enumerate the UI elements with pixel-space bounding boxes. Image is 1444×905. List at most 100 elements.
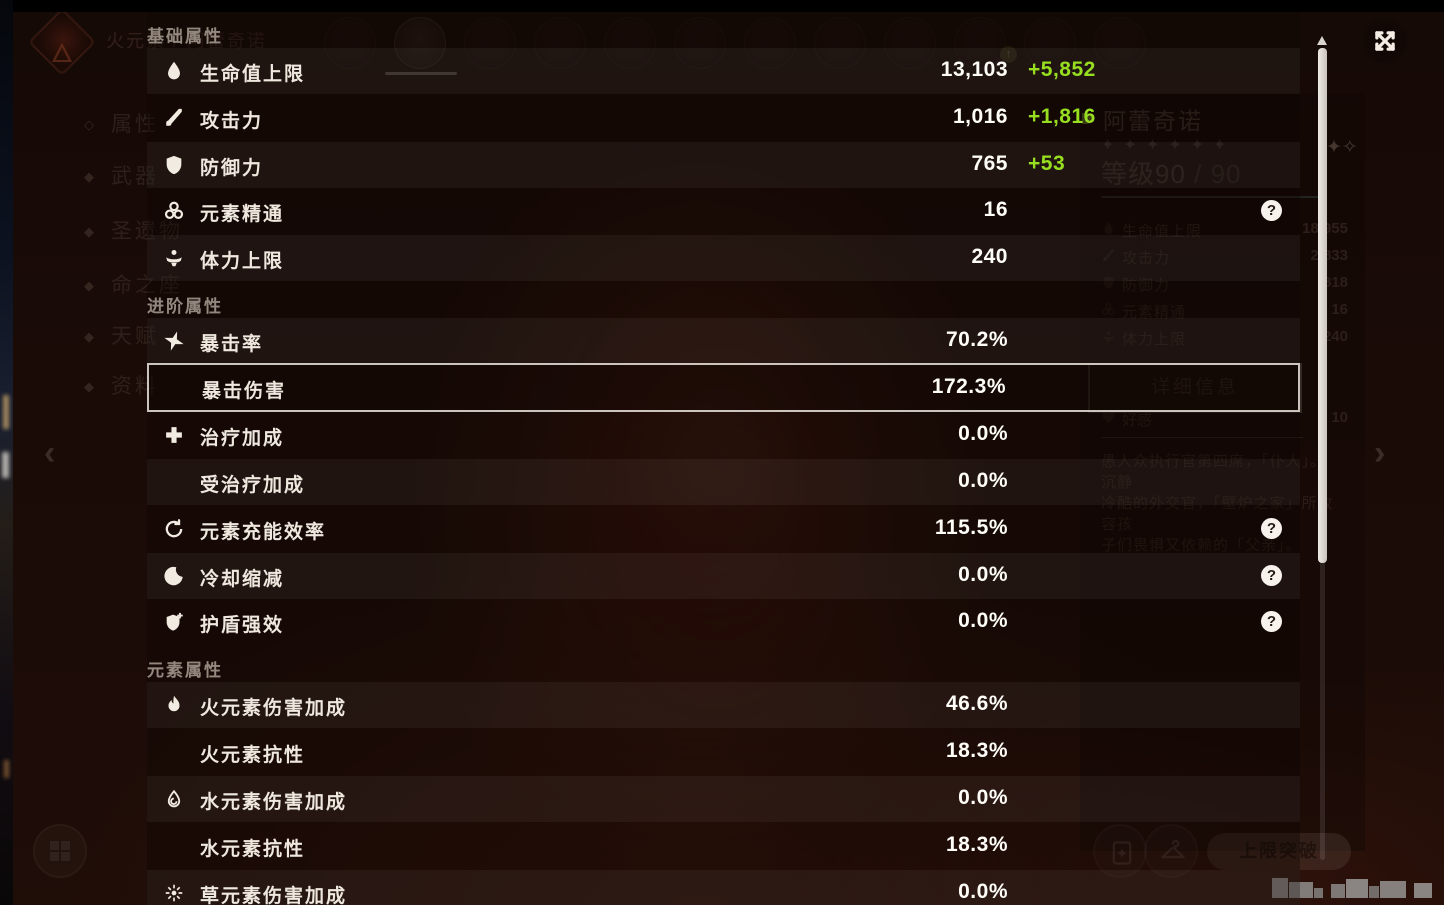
stat-value: 765: [971, 152, 1008, 175]
uid-censored-block: [1314, 888, 1323, 898]
stat-row[interactable]: 受治疗加成 0.0%: [147, 459, 1300, 505]
stat-label: 元素精通: [200, 204, 285, 225]
pyro-flame-icon: 🜂: [50, 38, 74, 68]
stat-value: 172.3%: [931, 375, 1006, 398]
uid-censored-block: [1324, 894, 1330, 898]
stat-value: 0.0%: [958, 609, 1008, 632]
stat-label: 水元素抗性: [200, 839, 306, 860]
prev-character-chevron[interactable]: ‹: [44, 434, 56, 472]
stat-value: 0.0%: [958, 786, 1008, 809]
friendship-value: 10: [1331, 409, 1348, 426]
stat-row[interactable]: 冷却缩减 0.0%?: [147, 553, 1300, 599]
mini-stat-value: 2,833: [1310, 247, 1348, 264]
energy-recharge-icon: [163, 518, 185, 540]
diamond-bullet-icon: ◆: [84, 224, 97, 239]
stat-label: 护盾强效: [200, 615, 285, 636]
em-icon: [163, 200, 185, 222]
stat-value: 70.2%: [945, 328, 1008, 351]
stat-label: 攻击力: [200, 111, 264, 132]
stat-bonus-value: +1,816: [1028, 105, 1096, 128]
stat-value: 240: [971, 245, 1008, 268]
stat-row[interactable]: 元素精通 16?: [147, 188, 1300, 234]
uid-censored-block: [1407, 892, 1413, 898]
crit-rate-icon: [163, 330, 185, 352]
stat-value: 18.3%: [945, 833, 1008, 856]
hydro-icon: [163, 788, 185, 810]
stat-row[interactable]: 火元素抗性 18.3%: [147, 729, 1300, 775]
stat-label: 防御力: [200, 158, 264, 179]
stat-value: 1,016: [952, 105, 1008, 128]
mini-stat-value: 16: [1331, 301, 1348, 318]
stat-label: 水元素伤害加成: [200, 792, 348, 813]
uid-censored-block: [1331, 884, 1345, 898]
uid-censored-block: [1414, 883, 1432, 898]
close-button[interactable]: [1362, 18, 1408, 64]
stat-row[interactable]: 暴击率 70.2%: [147, 318, 1300, 364]
dendro-icon: [163, 882, 185, 904]
atk-icon: [163, 107, 185, 129]
section-title: 基础属性: [147, 27, 223, 46]
stat-row[interactable]: 攻击力 1,016 +1,816: [147, 95, 1300, 141]
stat-value: 0.0%: [958, 469, 1008, 492]
section-title: 进阶属性: [147, 297, 223, 316]
stat-value: 115.5%: [934, 516, 1008, 539]
hp-icon: [163, 60, 185, 82]
stat-row[interactable]: 防御力 765 +53: [147, 142, 1300, 188]
stat-label: 受治疗加成: [200, 475, 306, 496]
stat-row[interactable]: 治疗加成 0.0%: [147, 412, 1300, 458]
uid-censored-block: [1369, 886, 1379, 898]
help-icon[interactable]: ?: [1261, 565, 1282, 586]
stat-value: 0.0%: [958, 880, 1008, 903]
scrollbar-thumb[interactable]: [1318, 48, 1327, 563]
world-light: [4, 760, 9, 778]
help-icon[interactable]: ?: [1261, 518, 1282, 539]
top-letterbox-bar: [0, 0, 1444, 12]
healing-icon: [163, 424, 185, 446]
scrollbar-up-arrow[interactable]: [1317, 36, 1327, 45]
stat-label: 火元素抗性: [200, 745, 306, 766]
stat-label: 生命值上限: [200, 64, 306, 85]
diamond-bullet-icon: ◆: [84, 169, 97, 184]
stat-value: 0.0%: [958, 563, 1008, 586]
world-light: [3, 395, 9, 429]
party-setup-button[interactable]: [33, 824, 87, 878]
stat-label: 治疗加成: [200, 428, 285, 449]
next-character-chevron[interactable]: ›: [1374, 434, 1386, 472]
stat-row[interactable]: 草元素伤害加成 0.0%: [147, 870, 1300, 905]
stat-label: 元素充能效率: [200, 522, 327, 543]
diamond-bullet-icon: ◆: [84, 278, 97, 293]
help-icon[interactable]: ?: [1261, 611, 1282, 632]
help-icon[interactable]: ?: [1261, 200, 1282, 221]
stat-row[interactable]: 水元素抗性 18.3%: [147, 823, 1300, 869]
diamond-bullet-icon: ◇: [84, 117, 97, 132]
stat-label: 火元素伤害加成: [200, 698, 348, 719]
stat-bonus-value: +53: [1028, 152, 1066, 175]
pyro-element-emblem: 🜂: [24, 4, 100, 80]
stat-row[interactable]: 暴击伤害 172.3%: [147, 363, 1300, 412]
stat-label: 体力上限: [200, 251, 285, 272]
stat-row[interactable]: 生命值上限 13,103 +5,852: [147, 48, 1300, 94]
stat-label: 草元素伤害加成: [200, 886, 348, 905]
stat-value: 16: [983, 198, 1008, 221]
section-title: 元素属性: [147, 661, 223, 680]
sparkle-decoration: ✦✧: [1326, 137, 1358, 158]
stat-label: 暴击伤害: [202, 381, 287, 402]
cooldown-icon: [163, 565, 185, 587]
stat-value: 13,103: [940, 58, 1008, 81]
stat-row[interactable]: 体力上限 240: [147, 235, 1300, 281]
shield-strength-icon: [163, 611, 185, 633]
stat-row[interactable]: 护盾强效 0.0%?: [147, 599, 1300, 645]
stat-label: 暴击率: [200, 334, 264, 355]
attribute-detail-panel: 基础属性生命值上限 13,103 +5,852 攻击力 1,016 +1,816 防御力 76…: [147, 0, 1300, 905]
pyro-icon: [163, 694, 185, 716]
stat-value: 0.0%: [958, 422, 1008, 445]
stat-row[interactable]: 水元素伤害加成 0.0%: [147, 776, 1300, 822]
grid-icon: [50, 841, 70, 861]
stat-row[interactable]: 火元素伤害加成 46.6%: [147, 682, 1300, 728]
uid-censored-block: [1380, 881, 1406, 898]
world-edge-strip: [0, 0, 13, 905]
stat-row[interactable]: 元素充能效率 115.5%?: [147, 506, 1300, 552]
stat-label: 冷却缩减: [200, 569, 285, 590]
stat-bonus-value: +5,852: [1028, 58, 1096, 81]
